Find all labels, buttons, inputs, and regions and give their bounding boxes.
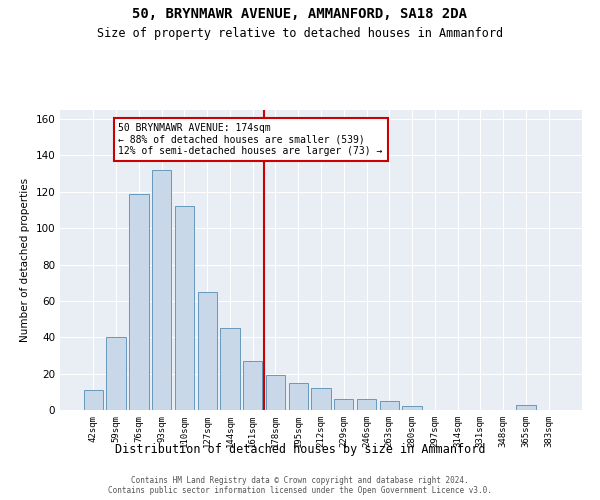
- Bar: [334, 399, 353, 410]
- Text: 50 BRYNMAWR AVENUE: 174sqm
← 88% of detached houses are smaller (539)
12% of sem: 50 BRYNMAWR AVENUE: 174sqm ← 88% of deta…: [118, 122, 383, 156]
- Text: 50, BRYNMAWR AVENUE, AMMANFORD, SA18 2DA: 50, BRYNMAWR AVENUE, AMMANFORD, SA18 2DA: [133, 8, 467, 22]
- Bar: [311, 388, 331, 410]
- Bar: [357, 399, 376, 410]
- Bar: [403, 406, 422, 410]
- Bar: [289, 382, 308, 410]
- Bar: [175, 206, 194, 410]
- Bar: [152, 170, 172, 410]
- Bar: [243, 361, 262, 410]
- Text: Size of property relative to detached houses in Ammanford: Size of property relative to detached ho…: [97, 28, 503, 40]
- Bar: [106, 338, 126, 410]
- Text: Distribution of detached houses by size in Ammanford: Distribution of detached houses by size …: [115, 442, 485, 456]
- Y-axis label: Number of detached properties: Number of detached properties: [20, 178, 30, 342]
- Bar: [220, 328, 239, 410]
- Bar: [380, 401, 399, 410]
- Bar: [266, 376, 285, 410]
- Bar: [516, 404, 536, 410]
- Bar: [84, 390, 103, 410]
- Bar: [129, 194, 149, 410]
- Bar: [197, 292, 217, 410]
- Text: Contains HM Land Registry data © Crown copyright and database right 2024.
Contai: Contains HM Land Registry data © Crown c…: [108, 476, 492, 495]
